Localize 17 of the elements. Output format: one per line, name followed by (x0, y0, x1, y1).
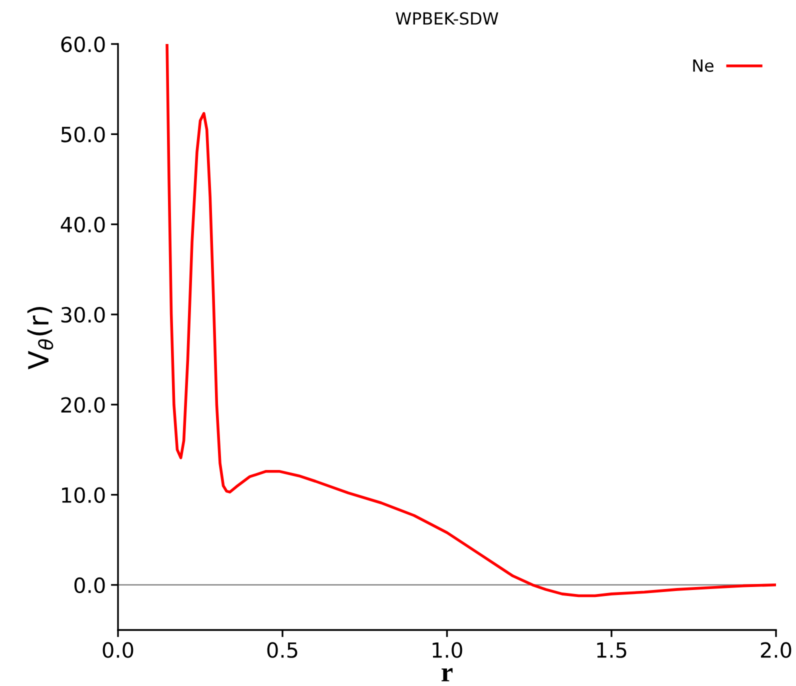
legend-label: Ne (693, 60, 714, 72)
x-tick-label: 1.0 (432, 642, 462, 658)
y-tick-label: 20.0 (61, 397, 105, 413)
y-tick-label: 10.0 (62, 487, 105, 503)
y-tick-label: 60.0 (61, 36, 105, 52)
x-tick-label: 2.0 (760, 642, 792, 658)
x-axis-title: r (442, 668, 453, 682)
y-tick-label: 40.0 (60, 216, 105, 233)
line-series (166, 44, 776, 598)
x-tick-label: 0.0 (102, 642, 134, 658)
y-tick-label: 30.0 (61, 306, 105, 323)
x-tick-label: 0.5 (267, 642, 298, 658)
x-tick-label: 1.5 (597, 642, 626, 658)
y-tick-label: 0.0 (74, 577, 105, 594)
y-axis-title: V$_{θ}$(r) (27, 307, 54, 370)
y-tick-label: 50.0 (61, 126, 105, 142)
chart-title: WPBEK-SDW (396, 12, 498, 25)
